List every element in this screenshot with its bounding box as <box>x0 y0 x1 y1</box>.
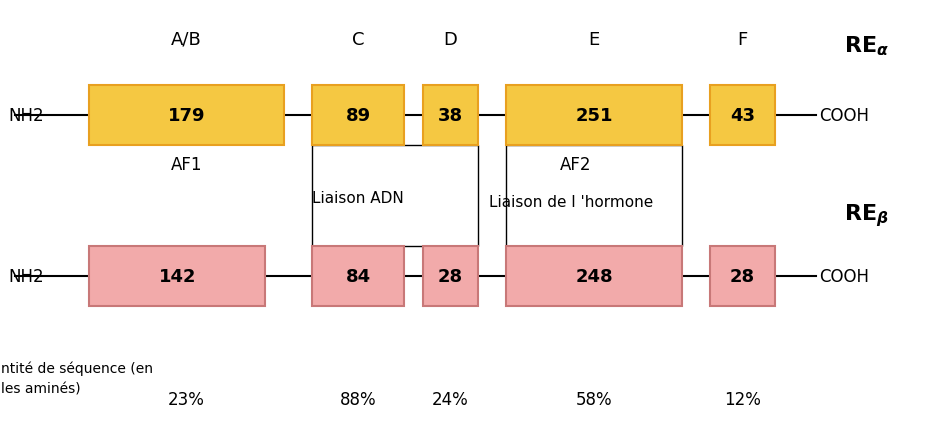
FancyBboxPatch shape <box>709 86 774 145</box>
Text: 84: 84 <box>345 268 370 285</box>
Text: Liaison ADN: Liaison ADN <box>312 191 404 206</box>
Text: AF1: AF1 <box>171 155 202 173</box>
Text: C: C <box>352 31 364 49</box>
Text: 24%: 24% <box>432 390 469 408</box>
FancyBboxPatch shape <box>311 247 404 306</box>
Text: AF2: AF2 <box>560 155 591 173</box>
Text: COOH: COOH <box>818 106 869 125</box>
FancyBboxPatch shape <box>422 86 478 145</box>
Text: NH2: NH2 <box>8 268 45 285</box>
Text: 89: 89 <box>345 106 370 125</box>
Text: $\mathbf{RE}_{\boldsymbol{\alpha}}$: $\mathbf{RE}_{\boldsymbol{\alpha}}$ <box>844 34 888 58</box>
Text: 12%: 12% <box>723 390 760 408</box>
FancyBboxPatch shape <box>422 247 478 306</box>
Text: 28: 28 <box>729 268 754 285</box>
Text: 142: 142 <box>159 268 196 285</box>
Text: 23%: 23% <box>168 390 205 408</box>
Text: 248: 248 <box>574 268 612 285</box>
Text: 179: 179 <box>168 106 205 125</box>
FancyBboxPatch shape <box>506 86 681 145</box>
Text: 28: 28 <box>438 268 463 285</box>
FancyBboxPatch shape <box>709 247 774 306</box>
Text: D: D <box>444 31 458 49</box>
FancyBboxPatch shape <box>89 86 284 145</box>
FancyBboxPatch shape <box>311 86 404 145</box>
Text: 43: 43 <box>729 106 754 125</box>
Text: 58%: 58% <box>575 390 612 408</box>
Text: $\mathbf{RE}_{\boldsymbol{\beta}}$: $\mathbf{RE}_{\boldsymbol{\beta}}$ <box>844 202 888 228</box>
FancyBboxPatch shape <box>89 247 265 306</box>
Text: les aminés): les aminés) <box>1 382 81 396</box>
Text: 88%: 88% <box>340 390 376 408</box>
Text: COOH: COOH <box>818 268 869 285</box>
Text: Liaison de l 'hormone: Liaison de l 'hormone <box>488 195 652 210</box>
Text: ntité de séquence (en: ntité de séquence (en <box>1 360 153 375</box>
FancyBboxPatch shape <box>506 247 681 306</box>
Text: F: F <box>737 31 747 49</box>
Text: A/B: A/B <box>171 31 201 49</box>
Text: NH2: NH2 <box>8 106 45 125</box>
Text: 251: 251 <box>574 106 612 125</box>
Text: 38: 38 <box>438 106 463 125</box>
Text: E: E <box>588 31 599 49</box>
